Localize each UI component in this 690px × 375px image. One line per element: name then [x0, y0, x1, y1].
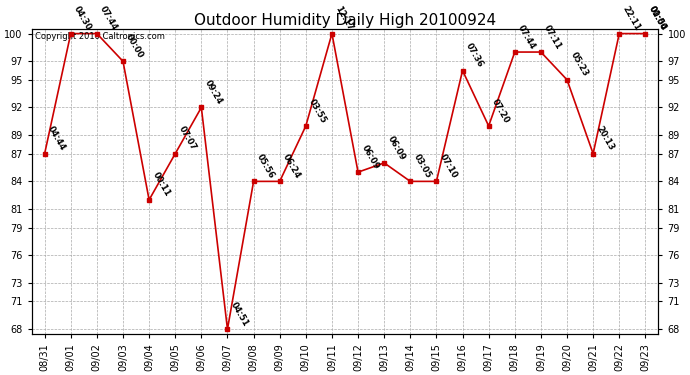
Text: 07:11: 07:11	[542, 23, 564, 51]
Text: 07:44: 07:44	[516, 23, 538, 51]
Text: 07:44: 07:44	[98, 4, 119, 32]
Text: 07:07: 07:07	[177, 125, 197, 152]
Text: 03:55: 03:55	[307, 97, 328, 124]
Text: 07:20: 07:20	[490, 97, 511, 124]
Text: 00:00: 00:00	[647, 5, 668, 32]
Text: 09:24: 09:24	[203, 78, 224, 106]
Title: Outdoor Humidity Daily High 20100924: Outdoor Humidity Daily High 20100924	[194, 13, 496, 28]
Text: 04:51: 04:51	[229, 300, 250, 328]
Text: 03:05: 03:05	[412, 153, 433, 180]
Text: 07:36: 07:36	[464, 42, 485, 69]
Text: 00:00: 00:00	[124, 33, 146, 60]
Text: 22:11: 22:11	[620, 4, 642, 32]
Text: 04:44: 04:44	[46, 124, 67, 152]
Text: 06:09: 06:09	[359, 143, 380, 171]
Text: 06:09: 06:09	[386, 134, 406, 162]
Text: 12:17: 12:17	[333, 4, 355, 32]
Text: 04:30: 04:30	[72, 5, 93, 32]
Text: 07:10: 07:10	[438, 153, 459, 180]
Text: 05:56: 05:56	[255, 152, 276, 180]
Text: 20:13: 20:13	[595, 125, 615, 152]
Text: 05:23: 05:23	[569, 51, 589, 78]
Text: 01:54: 01:54	[647, 4, 668, 32]
Text: Copyright 2010 Caltronics.com: Copyright 2010 Caltronics.com	[34, 32, 165, 41]
Text: 06:24: 06:24	[281, 152, 302, 180]
Text: 00:11: 00:11	[150, 171, 172, 198]
